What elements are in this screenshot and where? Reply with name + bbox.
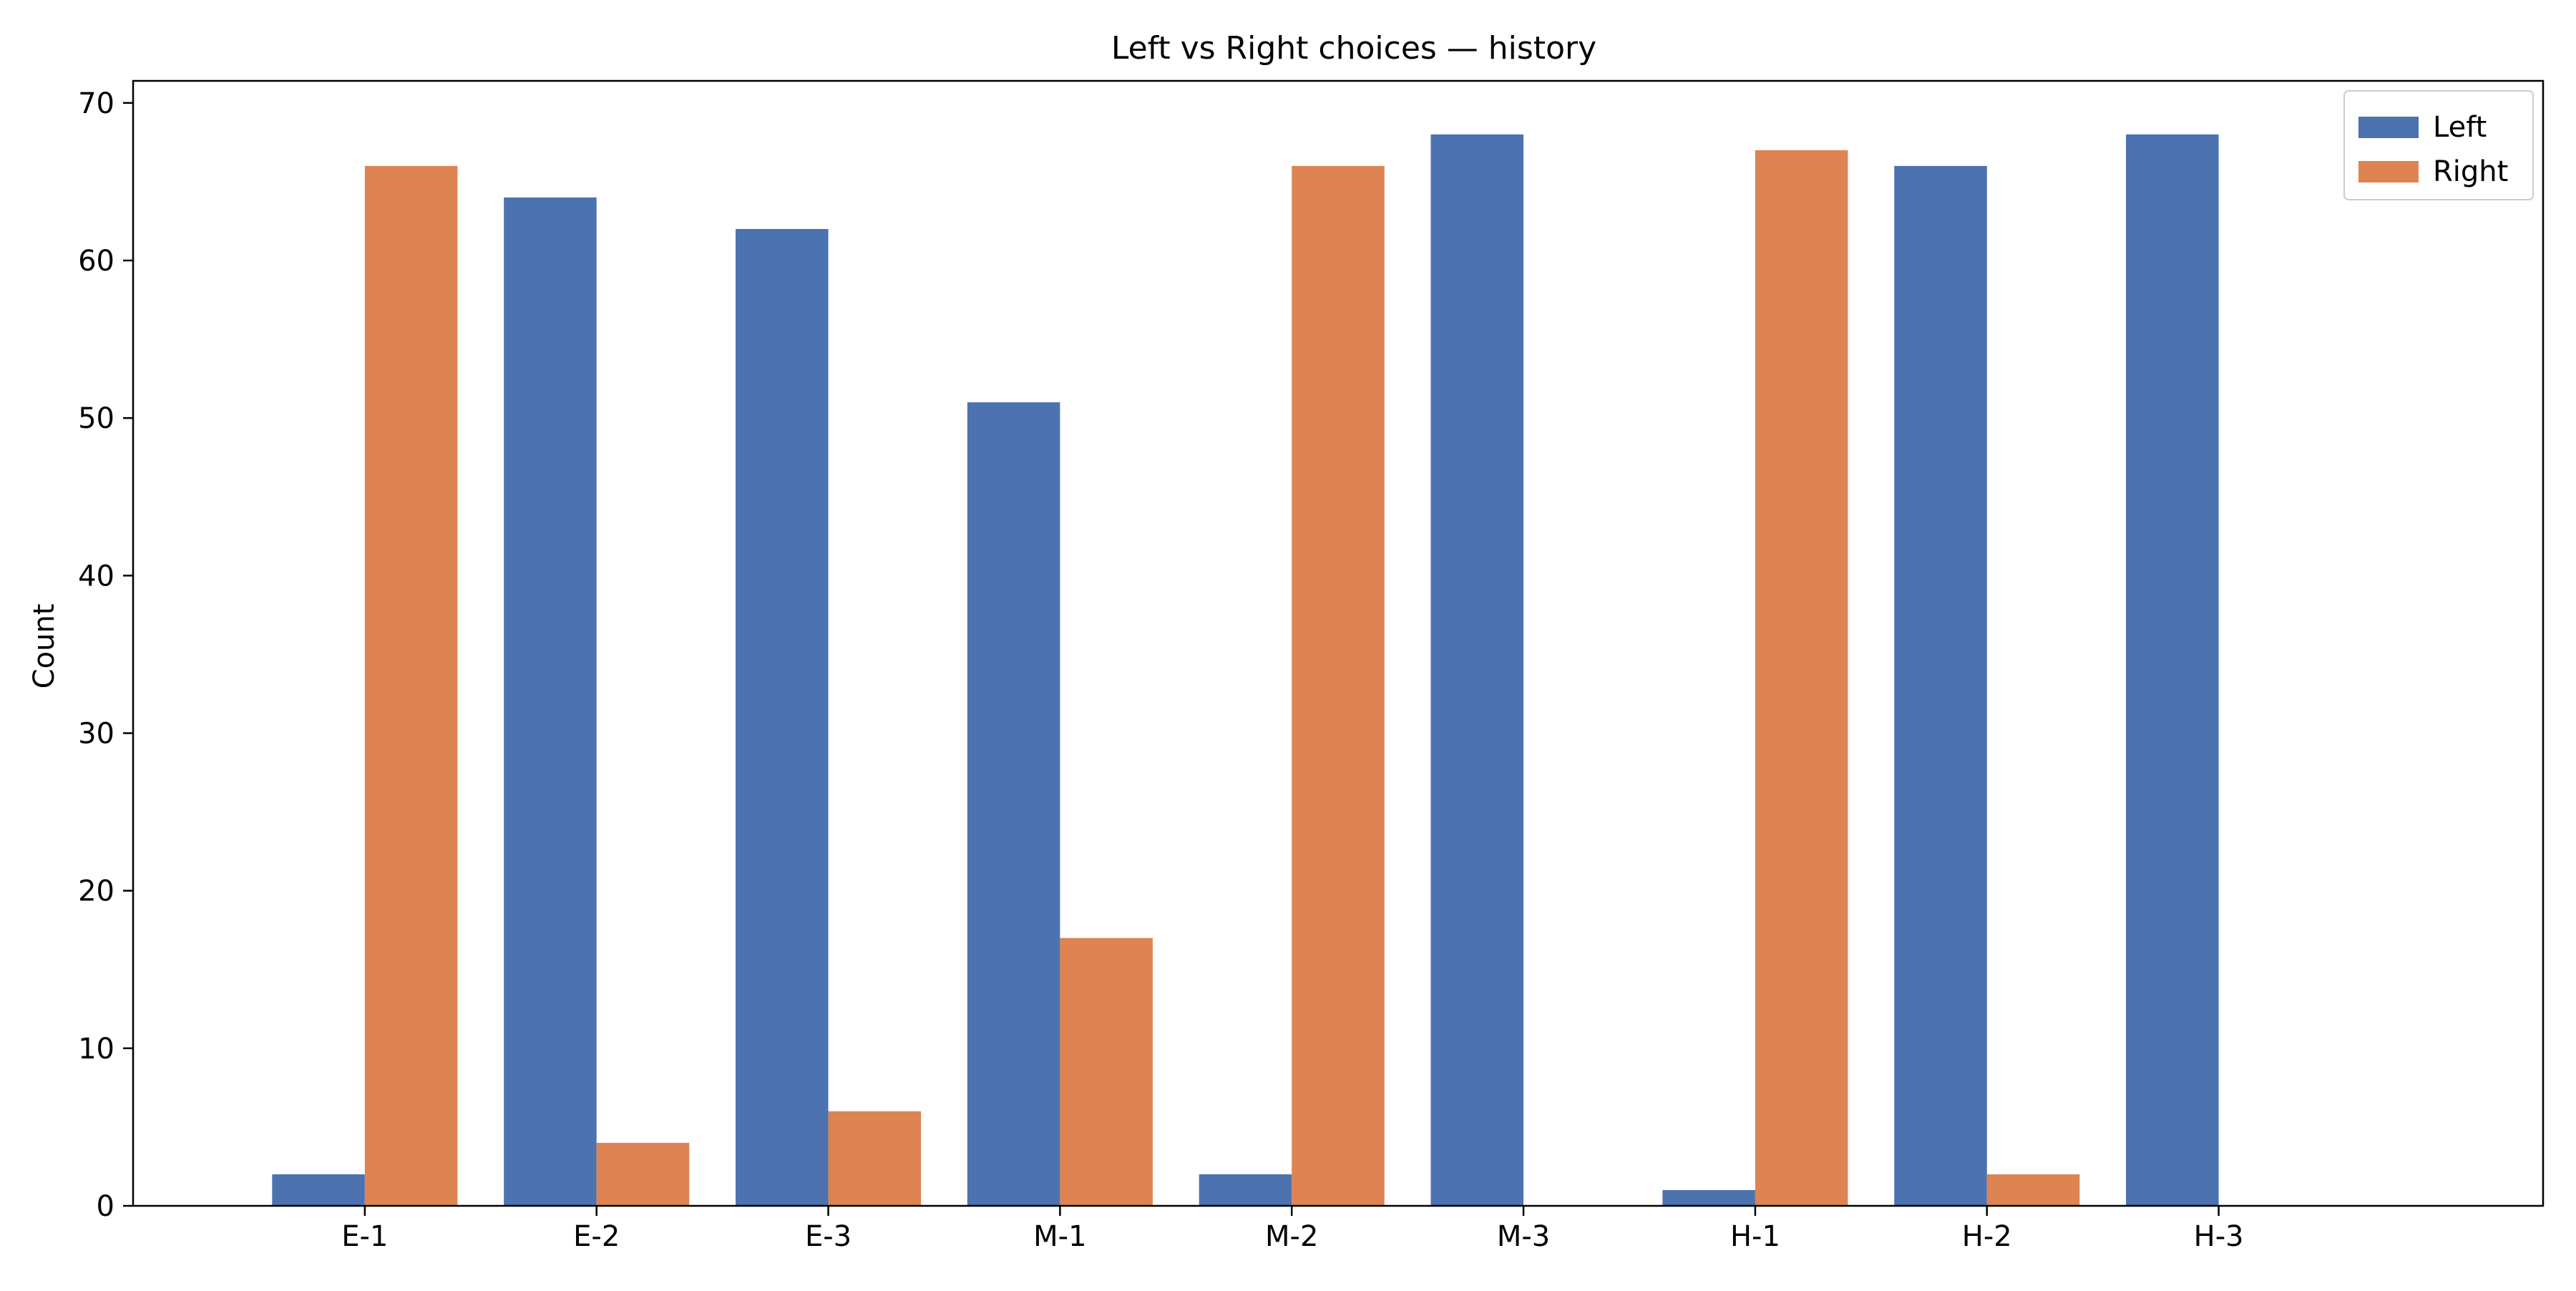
y-tick-label: 60 <box>78 245 114 278</box>
x-tick-label: M-3 <box>1497 1220 1550 1253</box>
x-tick-label: M-2 <box>1265 1220 1318 1253</box>
legend-swatch-right <box>2358 161 2419 182</box>
bar-left-h-1 <box>1662 1189 1755 1206</box>
bar-right-m-1 <box>1060 937 1153 1206</box>
y-axis-label: Count <box>28 604 61 689</box>
bar-left-h-2 <box>1894 165 1987 1207</box>
bar-right-h-1 <box>1755 150 1848 1207</box>
bar-left-e-2 <box>504 197 597 1207</box>
x-tick-label: E-2 <box>573 1220 620 1253</box>
bar-right-m-2 <box>1292 165 1385 1207</box>
bar-left-e-3 <box>736 228 829 1206</box>
x-tick-label: E-1 <box>341 1220 388 1253</box>
x-axis: E-1 E-2 E-3 M-1 M-2 M-3 H-1 H-2 H-3 <box>341 1206 2244 1253</box>
y-tick-label: 20 <box>78 875 114 908</box>
bar-right-h-2 <box>1986 1174 2080 1206</box>
legend-label-left: Left <box>2433 111 2487 144</box>
plot-frame <box>132 79 2545 1207</box>
legend-label-right: Right <box>2433 155 2508 188</box>
y-axis: 0 10 20 30 40 50 60 70 <box>78 87 133 1223</box>
chart-title: Left vs Right choices — history <box>1111 30 1596 67</box>
y-tick-label: 50 <box>78 402 114 435</box>
x-tick-label: M-1 <box>1033 1220 1086 1253</box>
bars <box>272 134 2219 1207</box>
y-tick-label: 40 <box>78 560 114 593</box>
bar-right-e-2 <box>596 1142 690 1206</box>
bar-left-m-2 <box>1199 1174 1292 1206</box>
y-tick-label: 0 <box>97 1190 114 1223</box>
bar-right-e-3 <box>828 1111 922 1206</box>
bar-left-h-3 <box>2126 134 2219 1206</box>
y-tick-label: 30 <box>78 717 114 750</box>
y-tick-label: 70 <box>78 87 114 120</box>
y-tick-label: 10 <box>78 1033 114 1066</box>
bar-right-e-1 <box>364 165 458 1207</box>
legend-swatch-left <box>2358 117 2419 138</box>
x-tick-label: H-2 <box>1962 1220 2012 1253</box>
legend: Left Right <box>2343 90 2534 200</box>
bar-left-e-1 <box>272 1174 365 1206</box>
x-tick-label: E-3 <box>805 1220 852 1253</box>
bar-left-m-3 <box>1430 134 1524 1206</box>
x-tick-label: H-1 <box>1730 1220 1780 1253</box>
bar-left-m-1 <box>967 402 1060 1207</box>
x-tick-label: H-3 <box>2194 1220 2244 1253</box>
